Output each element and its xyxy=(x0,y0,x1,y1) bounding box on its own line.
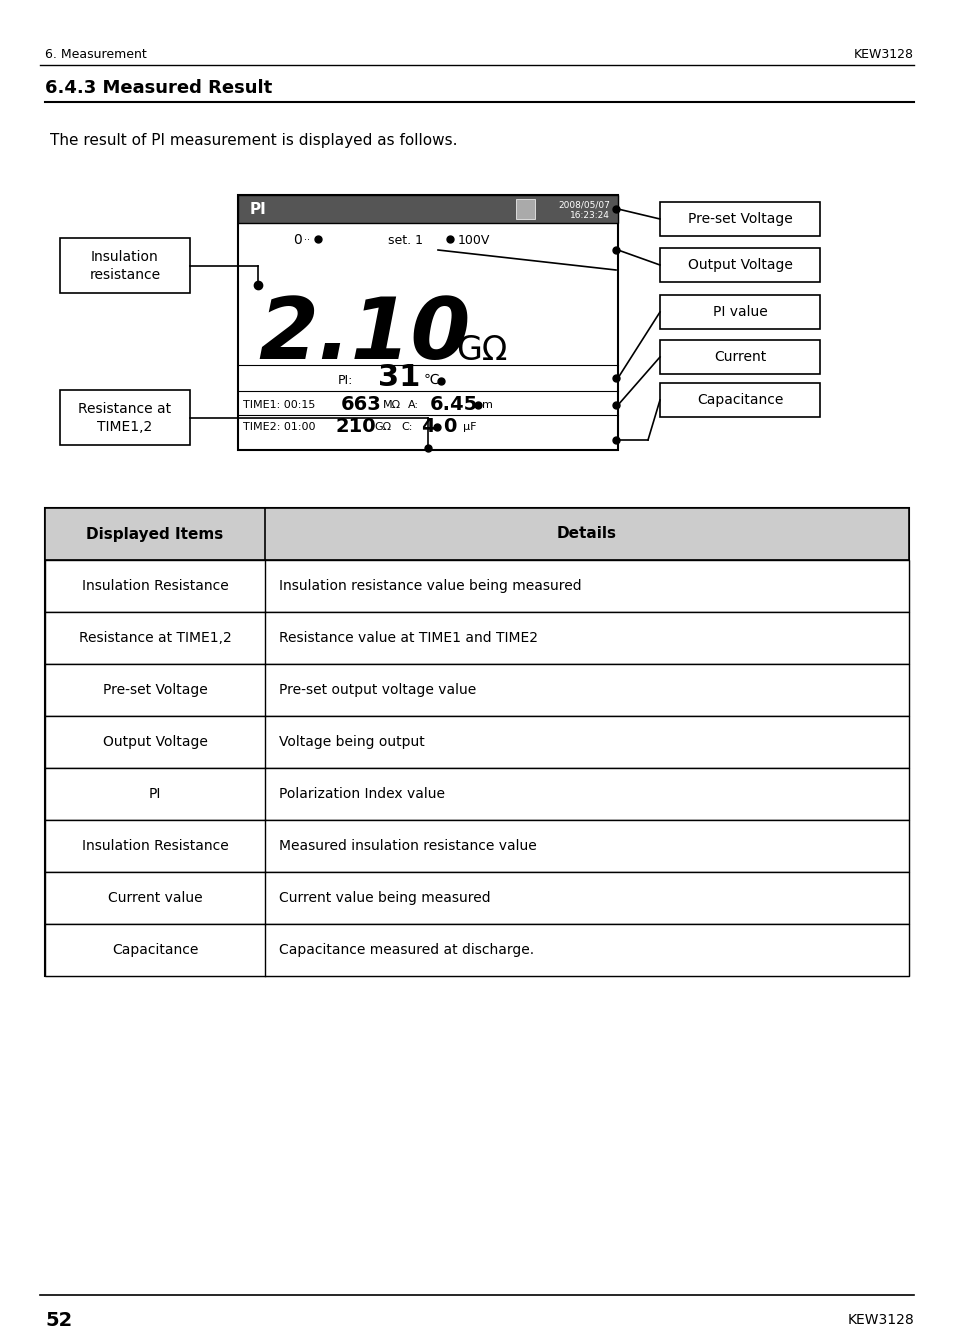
Text: Details: Details xyxy=(557,526,617,541)
Text: μF: μF xyxy=(462,422,476,432)
Text: Resistance value at TIME1 and TIME2: Resistance value at TIME1 and TIME2 xyxy=(278,631,537,645)
Text: 2.10: 2.10 xyxy=(257,293,470,376)
Text: Current value being measured: Current value being measured xyxy=(278,890,490,905)
Bar xyxy=(45,769,908,819)
Text: resistance: resistance xyxy=(90,268,160,283)
Text: 16:23:24: 16:23:24 xyxy=(570,212,609,221)
Text: PI: PI xyxy=(250,201,267,217)
Text: 100V: 100V xyxy=(457,233,490,246)
Text: ..: .. xyxy=(304,232,310,242)
Text: Displayed Items: Displayed Items xyxy=(87,526,223,541)
Text: Resistance at: Resistance at xyxy=(78,402,172,416)
Text: set. 1: set. 1 xyxy=(388,233,422,246)
Text: 663: 663 xyxy=(340,395,381,415)
Text: MΩ: MΩ xyxy=(382,400,400,410)
Text: Output Voltage: Output Voltage xyxy=(103,735,207,749)
Text: Pre-set Voltage: Pre-set Voltage xyxy=(687,212,792,226)
Text: 0: 0 xyxy=(442,418,456,437)
Bar xyxy=(45,872,908,924)
Text: KEW3128: KEW3128 xyxy=(846,1314,913,1327)
Text: 4: 4 xyxy=(420,418,435,437)
Text: 6.45: 6.45 xyxy=(430,395,477,415)
Bar xyxy=(237,195,618,450)
Text: 210: 210 xyxy=(335,418,376,437)
Bar xyxy=(45,560,908,612)
Text: TIME1,2: TIME1,2 xyxy=(97,420,152,434)
Text: TIME2: 01:00: TIME2: 01:00 xyxy=(243,422,315,432)
Text: Current value: Current value xyxy=(108,890,202,905)
Text: PI: PI xyxy=(149,787,161,801)
Bar xyxy=(659,202,820,236)
Text: Polarization Index value: Polarization Index value xyxy=(278,787,444,801)
Text: Capacitance measured at discharge.: Capacitance measured at discharge. xyxy=(278,943,534,957)
Bar xyxy=(45,612,908,664)
Text: PI value: PI value xyxy=(712,305,766,319)
Text: 31: 31 xyxy=(377,363,420,392)
Text: Insulation resistance value being measured: Insulation resistance value being measur… xyxy=(278,578,581,593)
Text: 52: 52 xyxy=(45,1311,72,1330)
Text: Pre-set output voltage value: Pre-set output voltage value xyxy=(278,683,476,698)
Bar xyxy=(659,340,820,374)
Bar xyxy=(45,664,908,716)
Bar xyxy=(237,195,618,224)
Text: Capacitance: Capacitance xyxy=(112,943,198,957)
Text: 2008/05/07: 2008/05/07 xyxy=(558,201,609,209)
Bar xyxy=(516,200,535,220)
Text: Capacitance: Capacitance xyxy=(696,394,782,407)
Bar xyxy=(45,507,908,976)
Text: Insulation Resistance: Insulation Resistance xyxy=(82,578,228,593)
Bar xyxy=(60,390,190,445)
Text: TIME1: 00:15: TIME1: 00:15 xyxy=(243,400,315,410)
Text: Resistance at TIME1,2: Resistance at TIME1,2 xyxy=(78,631,232,645)
Text: 6. Measurement: 6. Measurement xyxy=(45,48,147,62)
Text: Output Voltage: Output Voltage xyxy=(687,258,792,272)
Bar xyxy=(60,238,190,293)
Text: Voltage being output: Voltage being output xyxy=(278,735,424,749)
Text: Measured insulation resistance value: Measured insulation resistance value xyxy=(278,840,537,853)
Text: Pre-set Voltage: Pre-set Voltage xyxy=(103,683,207,698)
Text: m: m xyxy=(481,400,493,410)
Text: KEW3128: KEW3128 xyxy=(853,48,913,62)
Bar xyxy=(659,295,820,329)
Text: C:: C: xyxy=(400,422,412,432)
Bar xyxy=(659,383,820,416)
Bar xyxy=(45,716,908,769)
Bar xyxy=(45,819,908,872)
Text: The result of PI measurement is displayed as follows.: The result of PI measurement is displaye… xyxy=(50,133,457,149)
Text: PI:: PI: xyxy=(337,374,353,387)
Text: 0: 0 xyxy=(293,233,301,246)
Text: A:: A: xyxy=(408,400,418,410)
Text: Current: Current xyxy=(713,349,765,364)
Bar xyxy=(45,507,908,560)
Bar xyxy=(659,248,820,283)
Bar xyxy=(45,924,908,976)
Text: GΩ: GΩ xyxy=(456,333,507,367)
Text: 6.4.3 Measured Result: 6.4.3 Measured Result xyxy=(45,79,272,96)
Text: Insulation Resistance: Insulation Resistance xyxy=(82,840,228,853)
Text: ℃: ℃ xyxy=(423,374,439,387)
Text: Insulation: Insulation xyxy=(91,250,159,264)
Text: GΩ: GΩ xyxy=(374,422,391,432)
